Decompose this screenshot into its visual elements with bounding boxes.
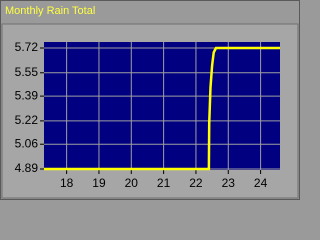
x-tick-label: 18 <box>60 176 74 190</box>
x-tick-label: 20 <box>125 176 139 190</box>
plot-area <box>44 42 280 170</box>
y-tick-label: 5.72 <box>15 40 39 54</box>
y-tick-label: 5.39 <box>15 88 39 102</box>
x-tick-label: 24 <box>254 176 268 190</box>
page: {"chart_data": {"type": "line", "title":… <box>0 0 300 200</box>
y-tick-label: 5.55 <box>15 65 39 79</box>
x-tick-label: 21 <box>157 176 171 190</box>
y-tick-label: 4.89 <box>15 161 39 175</box>
x-tick-label: 22 <box>189 176 203 190</box>
x-tick-label: 19 <box>92 176 106 190</box>
chart-title: Monthly Rain Total <box>5 5 95 17</box>
panel-border <box>0 0 300 200</box>
y-tick-label: 5.22 <box>15 113 39 127</box>
data-line <box>44 46 280 171</box>
chart: Monthly Rain Total 4.89 5.06 5.22 5.39 5.55 5… <box>0 0 300 200</box>
y-tick-label: 5.06 <box>15 136 39 150</box>
x-tick-label: 23 <box>222 176 236 190</box>
